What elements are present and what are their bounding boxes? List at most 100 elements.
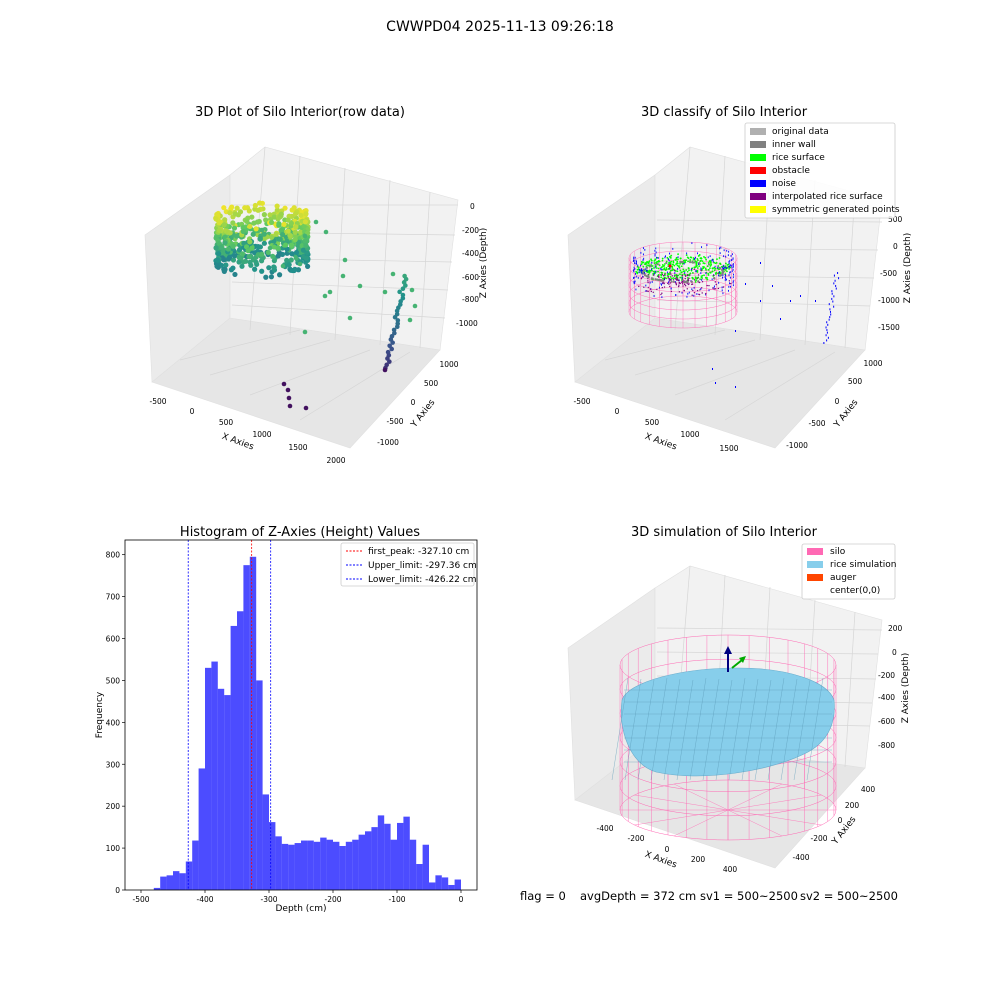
noise-point xyxy=(800,295,801,297)
rice-surface-point xyxy=(707,269,710,271)
interpolated-point xyxy=(687,283,689,286)
noise-point xyxy=(735,330,736,332)
raw-point xyxy=(400,286,406,291)
panel1-x-tick: 500 xyxy=(219,418,234,427)
panel1-y-tick: 500 xyxy=(424,379,439,388)
inner-wall-point xyxy=(645,266,648,269)
rice-surface-point xyxy=(680,265,683,268)
rice-surface-point xyxy=(704,276,707,279)
noise-point xyxy=(640,271,642,274)
histogram-bar xyxy=(384,823,391,890)
raw-point xyxy=(263,274,269,280)
rice-surface-point xyxy=(685,269,688,271)
raw-point xyxy=(256,218,262,225)
raw-point xyxy=(240,228,246,235)
inner-wall-point xyxy=(654,278,657,281)
auger-green-head xyxy=(739,656,746,663)
noise-point xyxy=(677,256,679,259)
interpolated-point xyxy=(687,278,689,281)
raw-point xyxy=(242,205,248,211)
raw-point xyxy=(279,231,286,238)
noise-point xyxy=(723,255,725,258)
rice-surface-point xyxy=(704,267,707,270)
raw-point xyxy=(267,212,273,218)
histogram-bar xyxy=(281,843,289,890)
rice-surface-mesh-line xyxy=(754,679,772,781)
interpolated-point xyxy=(713,288,715,290)
legend-swatch xyxy=(750,141,766,148)
panel1-z-tick: -800 xyxy=(462,295,479,304)
rice-surface-point xyxy=(642,261,645,264)
interpolated-point xyxy=(697,274,700,276)
noise-point xyxy=(636,262,637,265)
inner-wall-point xyxy=(713,277,716,280)
rice-surface-point xyxy=(687,260,689,263)
raw-point xyxy=(222,217,228,223)
interpolated-point xyxy=(697,277,699,279)
noise-point xyxy=(700,288,702,290)
noise-point xyxy=(831,290,833,293)
noise-point xyxy=(727,254,729,257)
histogram-x-tick-label: -200 xyxy=(324,895,341,904)
histogram-bar xyxy=(365,831,372,890)
noise-point xyxy=(838,277,840,280)
raw-point xyxy=(303,211,309,217)
noise-point xyxy=(677,267,679,270)
raw-point xyxy=(268,274,275,280)
noise-point xyxy=(826,329,828,332)
raw-point xyxy=(387,359,392,364)
rice-surface-point xyxy=(686,276,689,279)
histogram-bar xyxy=(429,882,436,890)
panel1-x-tick: -500 xyxy=(149,397,166,406)
interpolated-point xyxy=(692,289,694,292)
noise-point xyxy=(691,288,693,291)
noise-point xyxy=(637,264,639,267)
noise-point xyxy=(721,286,723,289)
inner-wall-point xyxy=(641,270,645,273)
interpolated-point xyxy=(642,276,644,278)
rice-surface-point xyxy=(657,270,659,273)
noise-point xyxy=(730,254,732,257)
noise-point xyxy=(646,269,648,272)
rice-surface-point xyxy=(662,277,665,280)
histogram-bar xyxy=(326,839,333,890)
noise-point xyxy=(722,267,724,270)
histogram-x-tick-label: -500 xyxy=(132,895,149,904)
noise-point xyxy=(695,256,697,259)
interpolated-point xyxy=(670,290,673,293)
noise-point xyxy=(683,262,685,265)
panel1-x-tick: 2000 xyxy=(326,456,345,465)
legend-label: first_peak: -327.10 cm xyxy=(368,547,469,557)
rice-surface-point xyxy=(648,270,651,273)
inner-wall-point xyxy=(685,280,688,284)
interpolated-point xyxy=(643,286,645,288)
histogram-bar xyxy=(217,688,225,890)
raw-point xyxy=(277,236,283,242)
raw-point xyxy=(274,203,280,209)
raw-point xyxy=(267,245,273,251)
inner-wall-point xyxy=(642,272,645,275)
noise-point xyxy=(735,386,736,388)
inner-wall-point xyxy=(683,280,686,284)
interpolated-point xyxy=(698,281,701,284)
histogram-bar xyxy=(179,873,186,890)
interpolated-point xyxy=(684,284,687,287)
noise-point xyxy=(636,260,637,263)
raw-point xyxy=(232,271,238,278)
interpolated-point xyxy=(728,280,731,282)
raw-point xyxy=(303,405,309,411)
interpolated-point xyxy=(660,293,662,296)
noise-point xyxy=(729,264,731,267)
rice-surface-point xyxy=(728,268,731,270)
raw-point xyxy=(276,221,282,227)
noise-point xyxy=(691,242,693,245)
noise-point xyxy=(634,256,636,259)
noise-point xyxy=(633,257,635,260)
raw-point xyxy=(222,266,228,273)
rice-surface-point xyxy=(695,262,698,265)
rice-surface-point xyxy=(702,262,705,264)
rice-surface-point xyxy=(698,254,701,256)
rice-surface-mesh-line xyxy=(793,679,811,781)
rice-surface-point xyxy=(676,258,679,261)
interpolated-point xyxy=(670,273,672,275)
